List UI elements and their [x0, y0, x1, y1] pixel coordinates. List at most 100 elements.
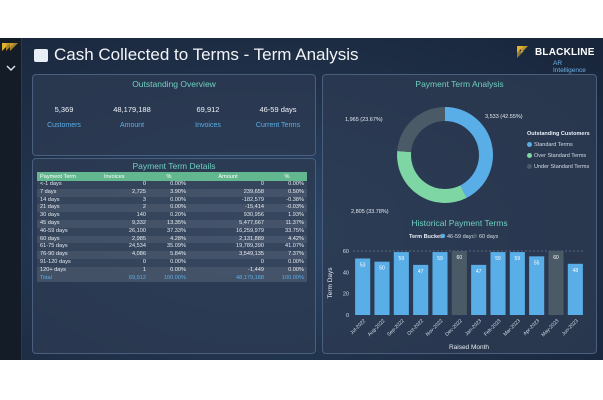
legend-dot-icon: [440, 233, 446, 239]
bar-data-label: 60: [457, 255, 463, 261]
chevron-down-icon[interactable]: [6, 64, 16, 72]
table-row[interactable]: 14 days 3 0.00% -182,579 -0.38%: [37, 196, 307, 205]
bar-jun-2023[interactable]: [567, 263, 583, 315]
cell-amount-pct: 41.07%: [267, 243, 307, 252]
bar-data-label: 48: [573, 268, 579, 274]
cell-amount: 5,477,667: [189, 219, 267, 228]
table-row[interactable]: 45 days 9,332 13.35% 5,477,667 11.37%: [37, 219, 307, 228]
bar-mar-2023[interactable]: [509, 252, 525, 315]
donut-legend-over[interactable]: Over Standard Terms: [527, 153, 586, 159]
table-row[interactable]: <-1 days 0 0.00% 0 0.00%: [37, 181, 307, 189]
legend-dot-icon: [472, 233, 478, 239]
donut-legend-title: Outstanding Customers: [527, 131, 590, 137]
cell-invoices-pct: 0.00%: [149, 266, 189, 275]
cell-amount-pct: 0.00%: [267, 258, 307, 267]
bar-oct-2022[interactable]: [413, 264, 429, 315]
bar-aug-2022[interactable]: [374, 261, 390, 315]
table-row[interactable]: 60 days 2,985 4.28% 2,131,889 4.42%: [37, 235, 307, 244]
table-total-row[interactable]: Total 69,912 100.00% 48,179,188 100.00%: [37, 274, 307, 283]
x-tick-label: Jun-2023: [561, 318, 580, 337]
historical-payment-terms-title: Historical Payment Terms: [411, 218, 508, 228]
bar-nov-2022[interactable]: [432, 252, 448, 315]
cell-payment-term: 21 days: [37, 204, 101, 213]
donut-legend-under[interactable]: Under Standard Terms: [527, 164, 589, 170]
page-title: Cash Collected to Terms - Term Analysis: [54, 45, 359, 64]
cell-invoices: 0: [101, 181, 149, 189]
table-row[interactable]: 7 days 2,725 3.90% 239,658 0.50%: [37, 188, 307, 197]
x-tick-label: Nov-2022: [425, 318, 445, 338]
kpi-label: Amount: [119, 122, 145, 129]
kpi-value: 46-59 days: [259, 105, 297, 114]
app-logo-icon[interactable]: [2, 43, 20, 57]
legend-dot-icon: [527, 142, 532, 147]
legend-dot-icon: [527, 153, 532, 158]
table-row[interactable]: 76-90 days 4,086 5.84% 3,549,135 7.37%: [37, 251, 307, 259]
column-header-invoices[interactable]: Invoices: [101, 172, 149, 181]
y-tick-label: 60: [343, 249, 349, 255]
x-tick-label: Feb-2023: [483, 318, 503, 338]
kpi-amount[interactable]: 48,179,188 Amount: [97, 105, 167, 129]
table-row[interactable]: 21 days 2 0.00% -15,414 -0.03%: [37, 204, 307, 213]
donut-slice-standard[interactable]: [445, 107, 493, 198]
table-row[interactable]: 61-75 days 24,534 35.09% 19,789,390 41.07%: [37, 243, 307, 252]
cell-invoices: 3: [101, 196, 149, 205]
x-tick-label: Oct-2022: [406, 318, 425, 337]
donut-slice-over[interactable]: [397, 150, 467, 203]
legend-label: Standard Terms: [534, 142, 573, 148]
total-amount: 48,179,188: [189, 274, 267, 283]
bar-jul-2022[interactable]: [355, 258, 371, 315]
main-canvas: Cash Collected to Terms - Term Analysis …: [22, 38, 603, 360]
donut-slice-under[interactable]: [397, 107, 445, 153]
cell-invoices: 2: [101, 204, 149, 213]
payment-term-table: Payment Term Invoices % Amount % <-1 day…: [37, 172, 307, 283]
cell-invoices: 1: [101, 266, 149, 275]
table-row[interactable]: 30 days 140 0.20% 930,956 1.93%: [37, 212, 307, 220]
table-row[interactable]: 120+ days 1 0.00% -1,449 0.00%: [37, 266, 307, 275]
donut-data-label: 2,805 (33.78%): [351, 209, 389, 215]
cell-amount: 0: [189, 181, 267, 189]
cell-amount: 19,789,390: [189, 243, 267, 252]
donut-data-label: 3,533 (42.55%): [485, 114, 523, 120]
bar-legend-item[interactable]: 46-59 days: [447, 234, 474, 240]
kpi-invoices[interactable]: 69,912 Invoices: [173, 105, 243, 129]
bar-legend-item[interactable]: 60 days: [479, 234, 499, 240]
bar-jan-2023[interactable]: [471, 264, 487, 315]
total-amount-pct: 100.00%: [267, 274, 307, 283]
bar-feb-2023[interactable]: [490, 252, 506, 315]
kpi-current-terms[interactable]: 46-59 days Current Terms: [243, 105, 313, 129]
legend-dot-icon: [527, 164, 532, 169]
bar-apr-2023[interactable]: [529, 256, 545, 315]
cell-invoices: 0: [101, 258, 149, 267]
cell-amount-pct: 11.37%: [267, 219, 307, 228]
historical-payment-terms-chart: Term Bucket 46-59 days 60 days 0 20 40 60 Term …: [327, 233, 585, 351]
cell-invoices: 26,100: [101, 227, 149, 236]
x-tick-label: Apr-2023: [522, 318, 541, 337]
donut-data-label: 1,965 (23.67%): [345, 117, 383, 123]
cell-amount: 16,259,979: [189, 227, 267, 236]
left-nav-bar: [0, 38, 22, 360]
cell-invoices-pct: 4.28%: [149, 235, 189, 244]
cell-amount-pct: 7.37%: [267, 251, 307, 259]
cell-invoices-pct: 3.90%: [149, 188, 189, 197]
cell-payment-term: 60 days: [37, 235, 101, 244]
cell-payment-term: <-1 days: [37, 181, 101, 189]
bar-dec-2022[interactable]: [451, 251, 467, 315]
bar-data-label: 59: [515, 256, 521, 262]
cell-amount: 2,131,889: [189, 235, 267, 244]
table-body: <-1 days 0 0.00% 0 0.00% 7 days 2,725 3.90% 239,…: [37, 181, 307, 283]
column-header-amount-pct[interactable]: %: [267, 172, 307, 181]
kpi-label: Current Terms: [255, 122, 301, 129]
kpi-customers[interactable]: 5,369 Customers: [29, 105, 99, 129]
bar-may-2023[interactable]: [548, 251, 564, 315]
column-header-invoices-pct[interactable]: %: [149, 172, 189, 181]
cell-payment-term: 91-120 days: [37, 258, 101, 267]
bar-sep-2022[interactable]: [393, 252, 409, 315]
column-header-amount[interactable]: Amount: [189, 172, 267, 181]
column-header-payment-term[interactable]: Payment Term: [37, 172, 101, 181]
table-row[interactable]: 91-120 days 0 0.00% 0 0.00%: [37, 258, 307, 267]
cell-amount-pct: -0.38%: [267, 196, 307, 205]
report-icon: [34, 49, 48, 62]
cell-invoices: 24,534: [101, 243, 149, 252]
table-row[interactable]: 46-59 days 26,100 37.33% 16,259,979 33.75%: [37, 227, 307, 236]
donut-legend-standard[interactable]: Standard Terms: [527, 142, 573, 148]
